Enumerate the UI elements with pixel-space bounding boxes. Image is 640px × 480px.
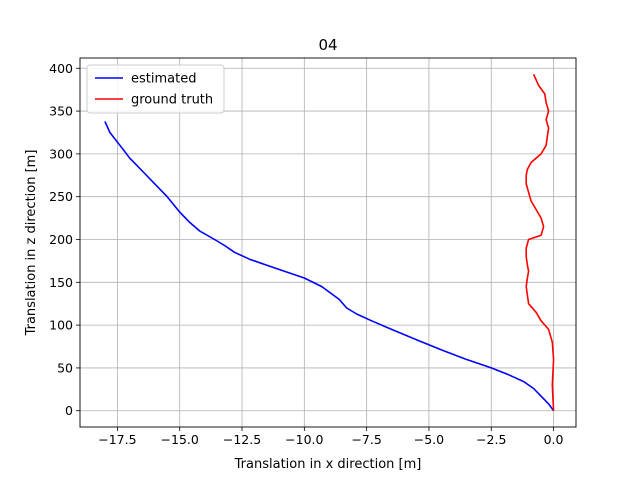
x-tick-label: 0.0 bbox=[544, 432, 564, 447]
y-tick-label: 0 bbox=[65, 403, 73, 418]
y-tick-label: 150 bbox=[49, 275, 73, 290]
y-tick-label: 50 bbox=[57, 360, 73, 375]
x-axis: −17.5 −15.0 −12.5 −10.0 −7.5 −5.0 −2.5 0.0 bbox=[98, 427, 564, 447]
x-tick-label: −5.0 bbox=[414, 432, 444, 447]
legend-label: estimated bbox=[131, 72, 196, 87]
y-axis-label: Translation in z direction [m] bbox=[24, 150, 39, 337]
y-tick-label: 350 bbox=[49, 104, 73, 119]
series-line-ground-truth bbox=[525, 73, 555, 411]
x-axis-label: Translation in x direction [m] bbox=[234, 457, 422, 472]
y-tick-label: 100 bbox=[49, 318, 73, 333]
y-tick-label: 250 bbox=[49, 189, 73, 204]
x-tick-label: −10.0 bbox=[285, 432, 323, 447]
series-line-estimated bbox=[104, 121, 555, 412]
x-tick-label: −12.5 bbox=[223, 432, 261, 447]
y-axis: 0 50 100 150 200 250 300 350 400 bbox=[49, 61, 80, 418]
y-tick-label: 300 bbox=[49, 146, 73, 161]
y-tick-label: 400 bbox=[49, 61, 73, 76]
legend: estimated ground truth bbox=[86, 64, 225, 114]
y-tick-label: 200 bbox=[49, 232, 73, 247]
legend-label: ground truth bbox=[131, 93, 213, 108]
legend-box bbox=[86, 64, 225, 114]
x-tick-label: −2.5 bbox=[476, 432, 506, 447]
chart-title: 04 bbox=[318, 36, 337, 54]
x-tick-label: −15.0 bbox=[161, 432, 199, 447]
series-layer bbox=[104, 73, 555, 412]
plot-frame bbox=[79, 57, 577, 428]
x-tick-label: −17.5 bbox=[98, 432, 136, 447]
x-tick-label: −7.5 bbox=[351, 432, 381, 447]
